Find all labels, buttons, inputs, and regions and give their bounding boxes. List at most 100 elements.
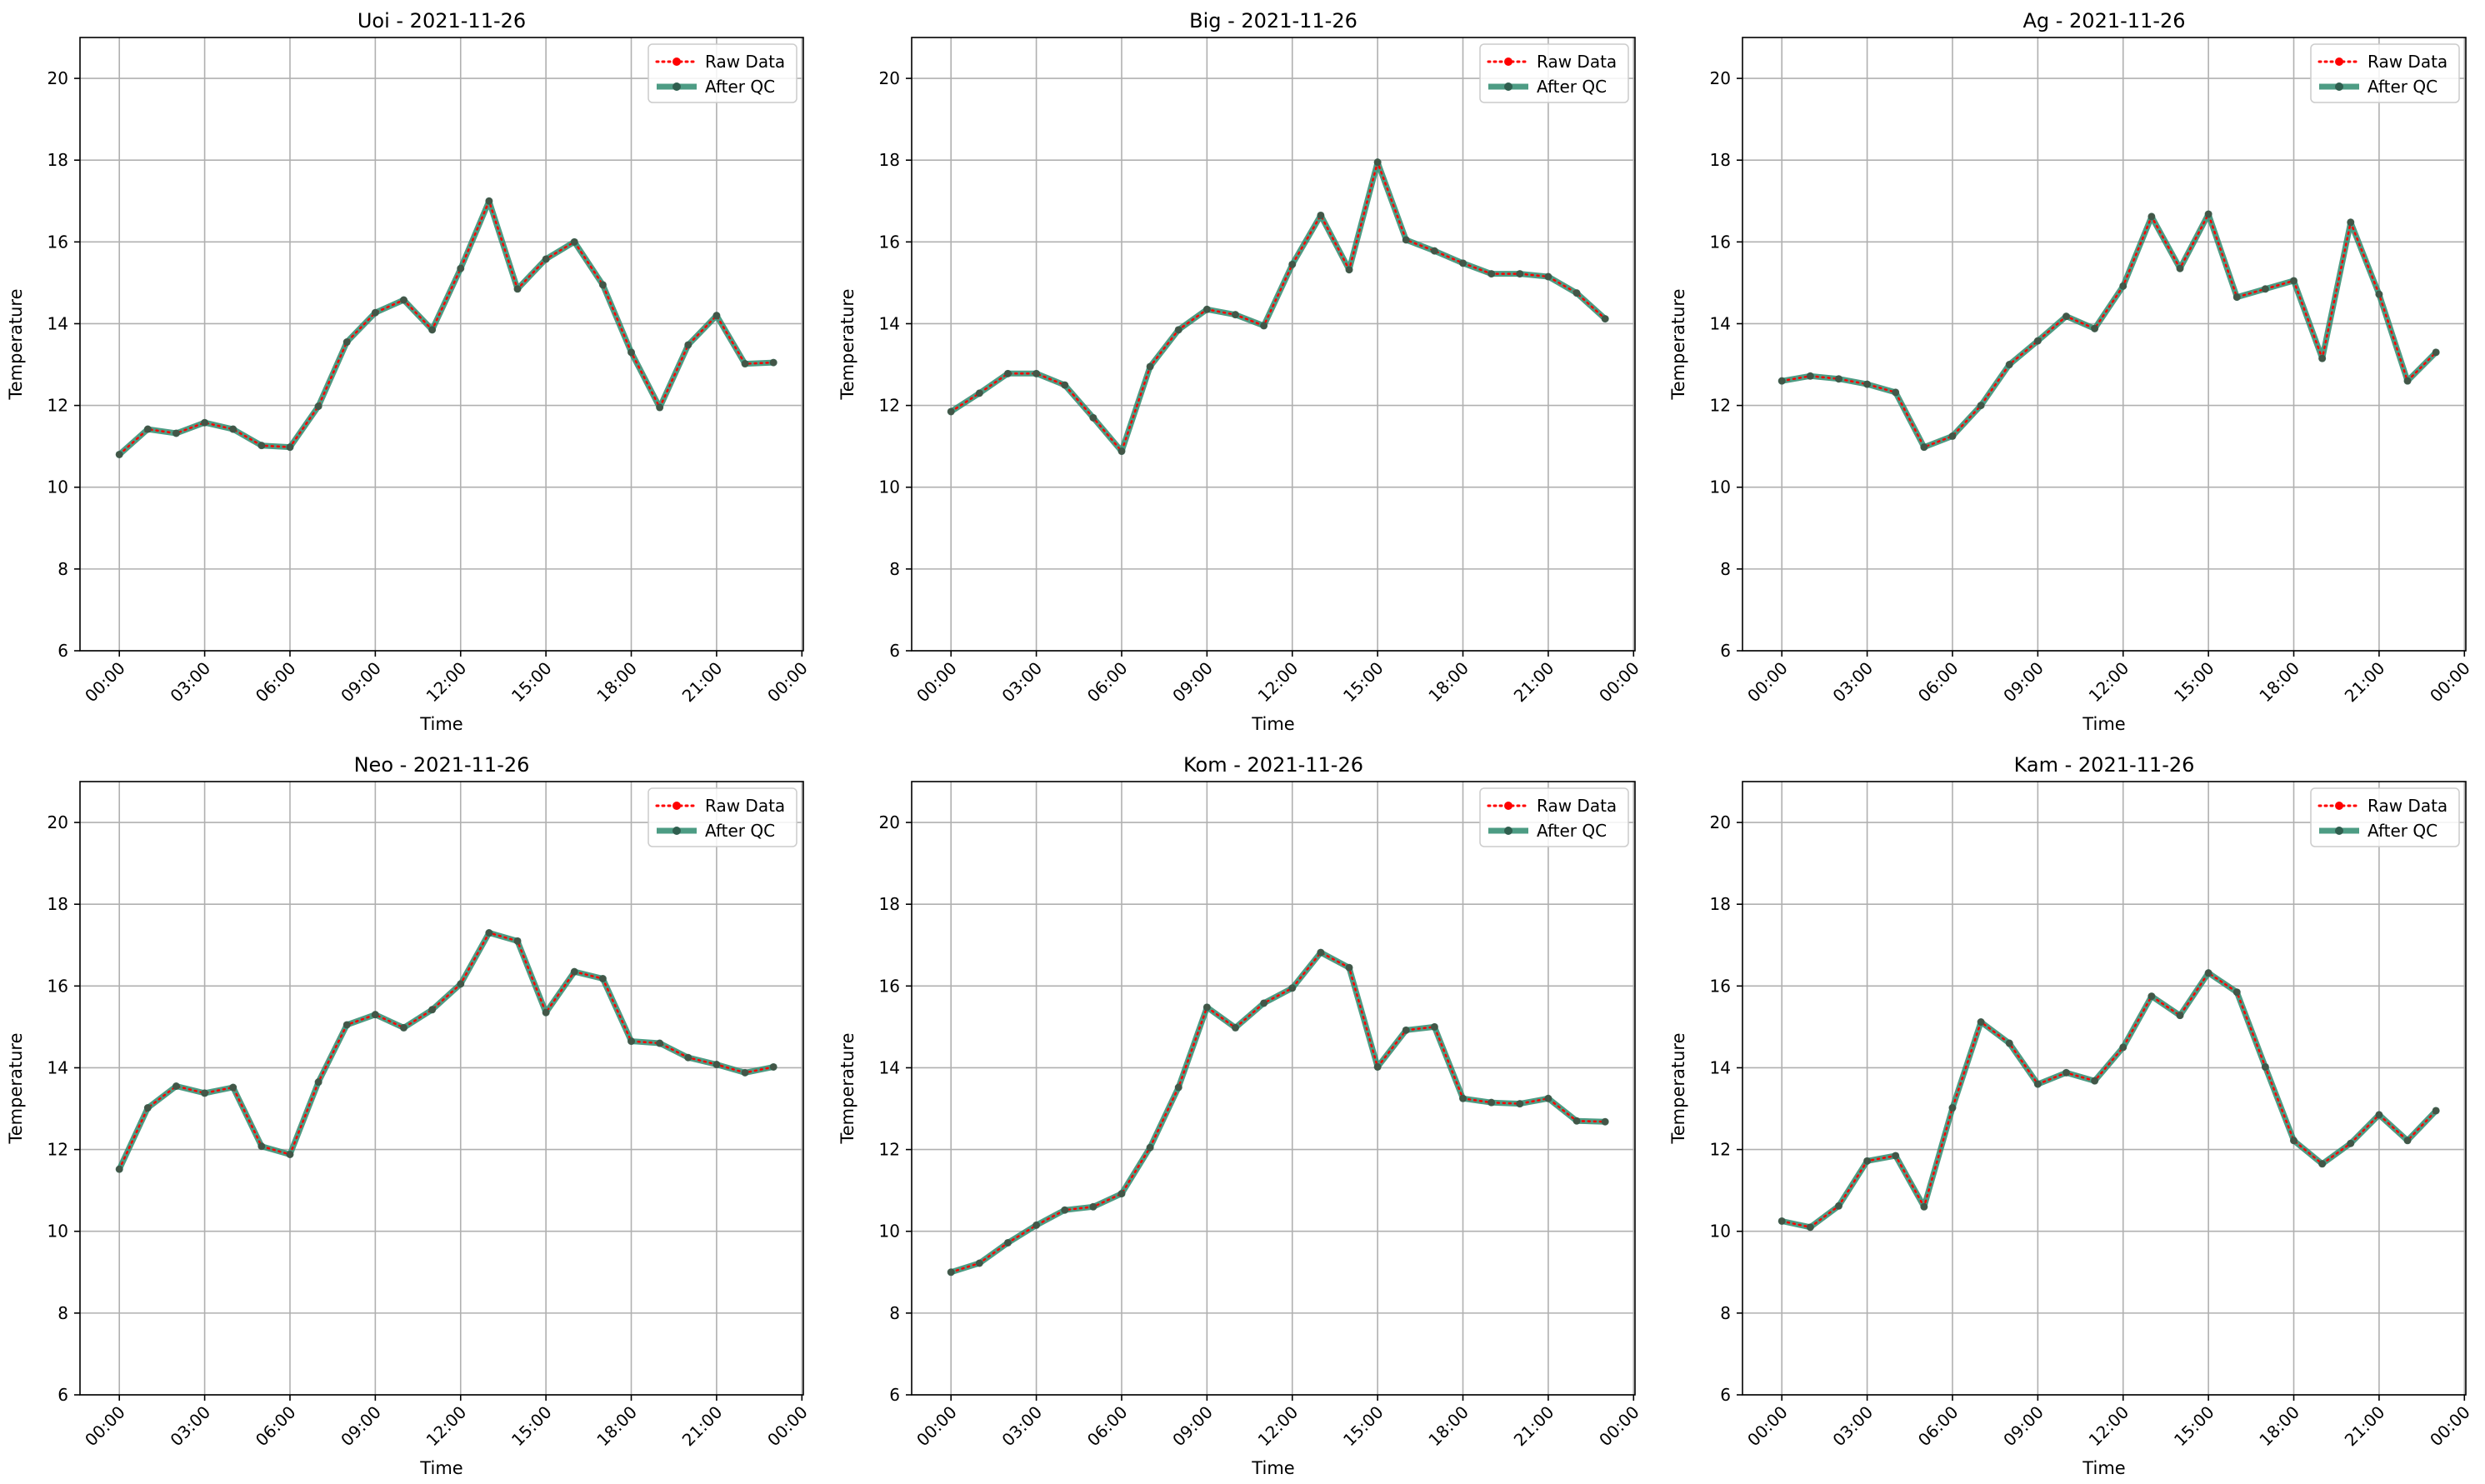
legend: Raw Data After QC <box>2310 787 2460 847</box>
legend-marker-raw <box>1504 802 1512 810</box>
after-qc-point <box>2232 988 2241 997</box>
after-qc-point <box>1345 266 1353 274</box>
chart-panel: 6 8 10 12 14 16 18 20 00:00 03:00 06:00 09:00 12:00 1… <box>838 753 1643 1478</box>
axes-frame <box>79 781 804 1396</box>
after-qc-point <box>201 1089 209 1097</box>
after-qc-point <box>2091 324 2099 332</box>
y-tick-label: 8 <box>58 559 68 579</box>
after-qc-point <box>143 425 152 433</box>
after-qc-point <box>947 407 955 416</box>
after-qc-point <box>2432 348 2440 357</box>
legend-label-raw: Raw Data <box>2368 52 2448 72</box>
series-line-after-qc <box>1778 970 2439 1231</box>
after-qc-point <box>258 442 266 450</box>
x-tick-label: 21:00 <box>2341 658 2389 707</box>
y-tick-label: 12 <box>48 1140 68 1160</box>
y-axis-label: Temperature <box>838 288 858 400</box>
after-qc-point <box>314 1078 322 1087</box>
after-qc-point <box>1174 326 1182 334</box>
after-qc-point <box>1317 211 1325 219</box>
after-qc-point <box>1089 413 1098 422</box>
x-axis-label: Time <box>419 1458 462 1478</box>
after-qc-point <box>1174 1083 1182 1092</box>
after-qc-point <box>457 264 465 272</box>
series-line-raw-data <box>118 197 775 456</box>
x-axis-label: Time <box>2082 714 2125 734</box>
after-qc-point <box>1402 1026 1410 1034</box>
x-tick-label: 00:00 <box>1595 1402 1643 1451</box>
after-qc-point <box>1061 1206 1069 1214</box>
y-tick-label: 12 <box>879 1140 900 1160</box>
x-tick-label: 15:00 <box>508 1402 556 1451</box>
after-qc-point <box>1977 402 1985 410</box>
after-qc-point <box>1345 963 1353 972</box>
legend-marker-qc <box>672 827 681 835</box>
y-axis-label: Temperature <box>6 288 26 400</box>
after-qc-point <box>2261 285 2269 293</box>
after-qc-point <box>2347 218 2355 227</box>
after-qc-point <box>172 429 180 437</box>
series-line-after-qc <box>116 197 777 457</box>
after-qc-point <box>428 326 437 334</box>
after-qc-point <box>947 1268 955 1277</box>
after-qc-point <box>371 1011 379 1019</box>
chart-panel: 6 8 10 12 14 16 18 20 00:00 03:00 06:00 09:00 12:00 1… <box>6 753 812 1478</box>
legend-marker-qc <box>2335 827 2343 835</box>
axes-frame <box>79 37 804 652</box>
legend: Raw Data After QC <box>1479 43 1629 103</box>
after-qc-point <box>399 1023 408 1032</box>
legend-marker-raw <box>2335 57 2343 66</box>
x-tick-label: 12:00 <box>422 1402 471 1451</box>
series-line-after-qc <box>948 159 1608 455</box>
after-qc-point <box>1601 1117 1609 1126</box>
x-axis-label: Time <box>1251 1458 1294 1478</box>
x-tick-label: 12:00 <box>1254 1402 1302 1451</box>
legend-marker-raw <box>2335 802 2343 810</box>
x-tick-label: 00:00 <box>2426 1402 2474 1451</box>
after-qc-point <box>201 418 209 427</box>
after-qc-point <box>2375 290 2383 298</box>
x-tick-label: 06:00 <box>252 1402 300 1451</box>
y-tick-label: 16 <box>1710 232 1731 252</box>
after-qc-point <box>1402 236 1410 244</box>
x-tick-label: 15:00 <box>508 658 556 707</box>
legend: Raw Data After QC <box>1479 787 1629 847</box>
after-qc-point <box>975 1259 983 1267</box>
after-qc-point <box>2261 1062 2269 1071</box>
x-tick-label: 12:00 <box>2085 1402 2133 1451</box>
after-qc-point <box>1231 311 1239 319</box>
x-tick-label: 03:00 <box>998 1402 1046 1451</box>
y-tick-label: 16 <box>48 232 68 252</box>
y-tick-label: 12 <box>879 396 900 416</box>
x-tick-label: 15:00 <box>2170 658 2218 707</box>
after-qc-point <box>570 967 578 976</box>
x-tick-label: 15:00 <box>1339 1402 1388 1451</box>
after-qc-point <box>1977 1018 1985 1027</box>
chart-title: Neo - 2021-11-26 <box>354 753 530 777</box>
x-tick-label: 00:00 <box>1743 1402 1792 1451</box>
x-tick-label: 15:00 <box>1339 658 1388 707</box>
x-tick-label: 18:00 <box>1424 658 1472 707</box>
after-qc-point <box>1146 1143 1154 1152</box>
after-qc-point <box>2005 1039 2013 1047</box>
after-qc-point <box>1572 1117 1581 1125</box>
axes-frame <box>1742 781 2467 1396</box>
y-tick-label: 8 <box>1720 1303 1731 1323</box>
after-qc-point <box>1430 247 1438 255</box>
after-qc-point <box>1920 443 1928 452</box>
after-qc-point <box>1572 289 1581 297</box>
x-tick-label: 03:00 <box>1828 1402 1877 1451</box>
after-qc-point <box>2148 992 2156 1001</box>
after-qc-point <box>684 341 692 349</box>
axes-frame <box>911 781 1636 1396</box>
y-tick-label: 12 <box>48 396 68 416</box>
series-line-after-qc <box>1778 211 2439 451</box>
after-qc-point <box>2347 1139 2355 1147</box>
x-tick-label: 21:00 <box>678 658 727 707</box>
after-qc-point <box>712 312 721 320</box>
after-qc-point <box>1317 948 1325 957</box>
y-tick-label: 10 <box>48 1222 68 1242</box>
after-qc-point <box>1459 1094 1468 1102</box>
y-tick-label: 6 <box>1720 641 1731 661</box>
